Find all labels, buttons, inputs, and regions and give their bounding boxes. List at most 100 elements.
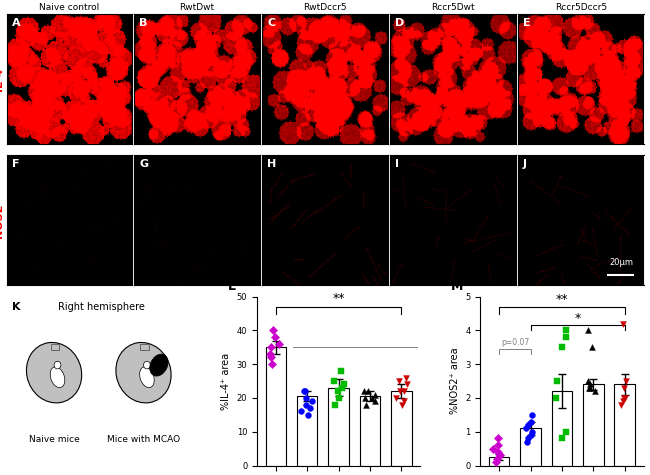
Text: RwtDwt: RwtDwt (179, 3, 214, 12)
Bar (51, 344, 59, 350)
Point (339, 380, 350, 388)
Text: H: H (267, 160, 276, 170)
Point (619, 394, 629, 402)
Point (621, 377, 632, 385)
Text: Naive mice: Naive mice (29, 435, 79, 444)
Text: C: C (267, 18, 276, 28)
Text: K: K (12, 302, 21, 312)
Point (590, 388, 600, 395)
Point (583, 327, 593, 334)
Text: E: E (523, 18, 531, 28)
Point (556, 435, 567, 442)
Point (584, 384, 595, 392)
Text: D: D (395, 18, 404, 28)
Text: **: ** (332, 292, 345, 305)
Point (369, 398, 380, 405)
Point (395, 388, 406, 395)
Point (493, 441, 504, 449)
Text: Right hemisphere: Right hemisphere (58, 302, 145, 312)
Point (551, 377, 562, 385)
Point (268, 327, 279, 334)
Point (266, 343, 276, 351)
Text: Rccr5Dccr5: Rccr5Dccr5 (554, 3, 607, 12)
Point (584, 384, 594, 392)
Y-axis label: IL-4: IL-4 (0, 67, 4, 91)
Point (619, 384, 630, 392)
Point (561, 428, 571, 436)
Point (296, 408, 307, 415)
Bar (489, 457, 510, 466)
Point (301, 401, 311, 408)
Point (526, 418, 536, 426)
Ellipse shape (54, 361, 61, 369)
Point (402, 380, 412, 388)
Bar (391, 391, 411, 466)
Text: M: M (451, 280, 463, 294)
Point (329, 377, 339, 385)
Text: B: B (139, 18, 148, 28)
Point (298, 388, 309, 395)
Bar (614, 384, 635, 466)
Text: **: ** (556, 293, 568, 306)
Bar (140, 344, 149, 350)
Point (359, 394, 370, 402)
Point (587, 343, 597, 351)
Point (526, 431, 536, 439)
Point (398, 388, 409, 395)
Point (527, 428, 538, 436)
Point (266, 354, 277, 361)
Point (493, 435, 504, 442)
Point (302, 411, 313, 418)
Text: F: F (12, 160, 19, 170)
Point (560, 327, 571, 334)
Point (619, 394, 630, 402)
Bar (552, 391, 572, 466)
Ellipse shape (27, 342, 82, 403)
Y-axis label: %IL-4⁺ area: %IL-4⁺ area (221, 352, 231, 409)
Point (274, 340, 284, 348)
Point (557, 343, 567, 351)
Bar (297, 396, 317, 466)
Point (521, 438, 532, 446)
Text: p=0.07: p=0.07 (500, 338, 529, 347)
Text: Rccr5Dwt: Rccr5Dwt (431, 3, 474, 12)
Point (401, 374, 411, 381)
Point (307, 398, 317, 405)
Point (585, 380, 595, 388)
Point (492, 455, 502, 463)
Text: 20μm: 20μm (609, 258, 633, 267)
Text: J: J (523, 160, 527, 170)
Point (527, 411, 538, 418)
Point (337, 384, 348, 392)
Point (523, 421, 533, 429)
Ellipse shape (144, 361, 150, 369)
Text: RwtDccr5: RwtDccr5 (303, 3, 347, 12)
Text: Naive control: Naive control (39, 3, 99, 12)
Point (521, 425, 531, 432)
Point (493, 448, 503, 456)
Bar (583, 384, 603, 466)
Text: A: A (12, 18, 20, 28)
Bar (359, 396, 380, 466)
Point (583, 377, 593, 385)
Ellipse shape (150, 354, 168, 376)
Text: I: I (395, 160, 399, 170)
Point (330, 401, 340, 408)
Point (363, 388, 373, 395)
Text: Mice with MCAO: Mice with MCAO (107, 435, 180, 444)
Point (490, 458, 501, 466)
Bar (328, 388, 349, 466)
Bar (266, 347, 286, 466)
Point (359, 388, 369, 395)
Ellipse shape (116, 342, 171, 403)
Point (618, 320, 628, 328)
Point (332, 388, 343, 395)
Point (391, 394, 402, 402)
Point (361, 401, 371, 408)
Point (367, 394, 378, 402)
Text: *: * (575, 312, 580, 325)
Point (394, 377, 404, 385)
Point (398, 398, 409, 405)
Point (334, 394, 345, 402)
Point (335, 367, 346, 375)
